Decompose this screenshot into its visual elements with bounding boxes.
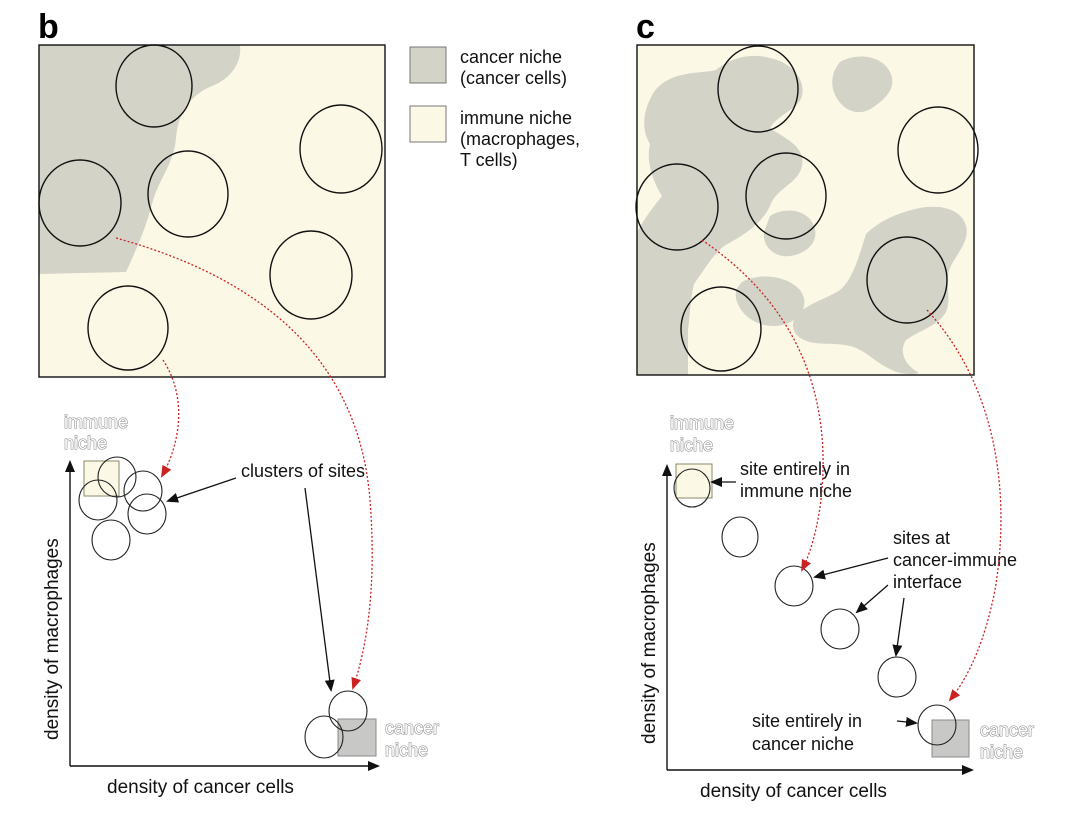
panel-c-cancer-niche-label-1: cancer: [980, 720, 1034, 740]
panel-c-interface-label-2: cancer-immune: [893, 550, 1017, 570]
panel-b-site-3: [147, 150, 229, 238]
panel-b-site-5: [269, 230, 353, 320]
legend-immune-swatch: [409, 105, 447, 143]
panel-c-red-arrow-2: [926, 309, 1002, 702]
legend-immune-label-2: (macrophages,: [460, 129, 580, 149]
panel-c-site-4: [897, 106, 979, 194]
panel-c-tissue-frame: [636, 44, 975, 376]
panel-b-cancer-niche-box: [337, 718, 377, 757]
panel-b-red-arrow-2: [115, 237, 373, 690]
panel-b-clusters-arrow-2: [304, 487, 335, 692]
panel-c-plot-site-2: [721, 516, 759, 558]
panel-c-cancer-blob-top-right: [832, 56, 893, 113]
panel-c-cancer-site-arrow: [896, 716, 918, 727]
panel-c-site-6: [680, 286, 762, 372]
legend-cancer-label-2: (cancer cells): [460, 68, 567, 88]
legend-cancer-swatch: [409, 46, 447, 84]
panel-c-plot: density of cancer cells density of macro…: [639, 239, 1035, 802]
panel-b-site-6: [87, 285, 169, 371]
panel-c-interface-label-1: sites at: [893, 528, 950, 548]
panel-b-plot: density of cancer cells density of macro…: [42, 237, 440, 798]
panel-b-site-2: [38, 159, 122, 247]
panel-b-tissue: [38, 44, 386, 378]
panel-b-cluster-site-4: [127, 493, 167, 535]
panel-c-cancer-niche-box: [931, 719, 970, 758]
panel-c-cancer-niche-label-2: niche: [980, 742, 1023, 762]
panel-b-cancer-region: [39, 45, 241, 274]
panel-b-clusters-arrow-1: [166, 477, 237, 503]
legend-immune-label-3: T cells): [460, 150, 518, 170]
panel-c-immune-site-label-1: site entirely in: [740, 459, 850, 479]
panel-c-y-label: density of macrophages: [639, 542, 660, 744]
panel-c-immune-niche-label-2: niche: [670, 435, 713, 455]
panel-b-cancer-site-2: [304, 715, 344, 759]
panel-c-cancer-blob-mid: [763, 210, 816, 257]
panel-c-x-label: density of cancer cells: [700, 781, 887, 802]
panel-b-immune-niche-box: [83, 460, 120, 497]
panel-b-cluster-site-3: [123, 470, 163, 512]
panel-b-cancer-site-1: [328, 690, 368, 732]
panel-c-immune-niche-label-1: immune: [670, 413, 734, 433]
panel-b-cancer-niche-label-2: niche: [385, 740, 428, 760]
panel-c-plot-site-1: [673, 468, 711, 508]
panel-b-cluster-site-5: [91, 519, 131, 561]
panel-b-clusters-label: clusters of sites: [241, 461, 365, 481]
legend-cancer-label-1: cancer niche: [460, 47, 562, 67]
panel-c-plot-site-3: [774, 565, 814, 607]
panel-b-label: b: [38, 8, 59, 46]
panel-c-interface-label-3: interface: [893, 572, 962, 592]
panel-c-cancer-blob-top: [637, 55, 803, 375]
panel-c-interface-arrow-2: [855, 584, 889, 614]
panel-c-red-arrow-1: [701, 239, 824, 572]
panel-c-site-3: [745, 152, 827, 240]
panel-c-site-1: [717, 45, 799, 133]
panel-c-cancer-site-label-2: cancer niche: [752, 734, 854, 754]
panel-c-cancer-blob-lower-mid: [735, 276, 805, 327]
panel-c-immune-site-label-2: immune niche: [740, 481, 852, 501]
panel-b-immune-niche-label-2: niche: [64, 433, 107, 453]
panel-c-site-5: [866, 236, 948, 324]
panel-c-plot-site-6: [917, 704, 957, 746]
panel-b-x-label: density of cancer cells: [107, 777, 294, 798]
panel-b-y-label: density of macrophages: [42, 538, 63, 740]
panel-b-immune-niche-label-1: immune: [64, 412, 128, 432]
panel-c-tissue: [635, 44, 979, 376]
panel-c-interface-arrow-1: [813, 557, 889, 580]
panel-c-plot-site-5: [877, 656, 917, 698]
panel-b-site-4: [299, 104, 383, 194]
panel-c-cancer-site-label-1: site entirely in: [752, 711, 862, 731]
panel-b-red-arrow-1: [161, 359, 180, 478]
panel-b-cancer-niche-label-1: cancer: [385, 718, 439, 738]
panel-b-site-1: [115, 44, 193, 128]
panel-c-cancer-regions: [637, 55, 967, 375]
panel-b-cluster-site-2: [78, 479, 118, 521]
panel-c-label: c: [636, 8, 655, 46]
panel-c-interface-arrow-3: [892, 597, 905, 657]
panel-c-cancer-blob-mid-right: [792, 206, 967, 375]
legend-immune-label-1: immune niche: [460, 108, 572, 128]
legend: cancer niche (cancer cells) immune niche…: [409, 46, 580, 170]
panel-c-plot-site-4: [820, 608, 860, 650]
panel-c-site-2: [635, 163, 719, 251]
